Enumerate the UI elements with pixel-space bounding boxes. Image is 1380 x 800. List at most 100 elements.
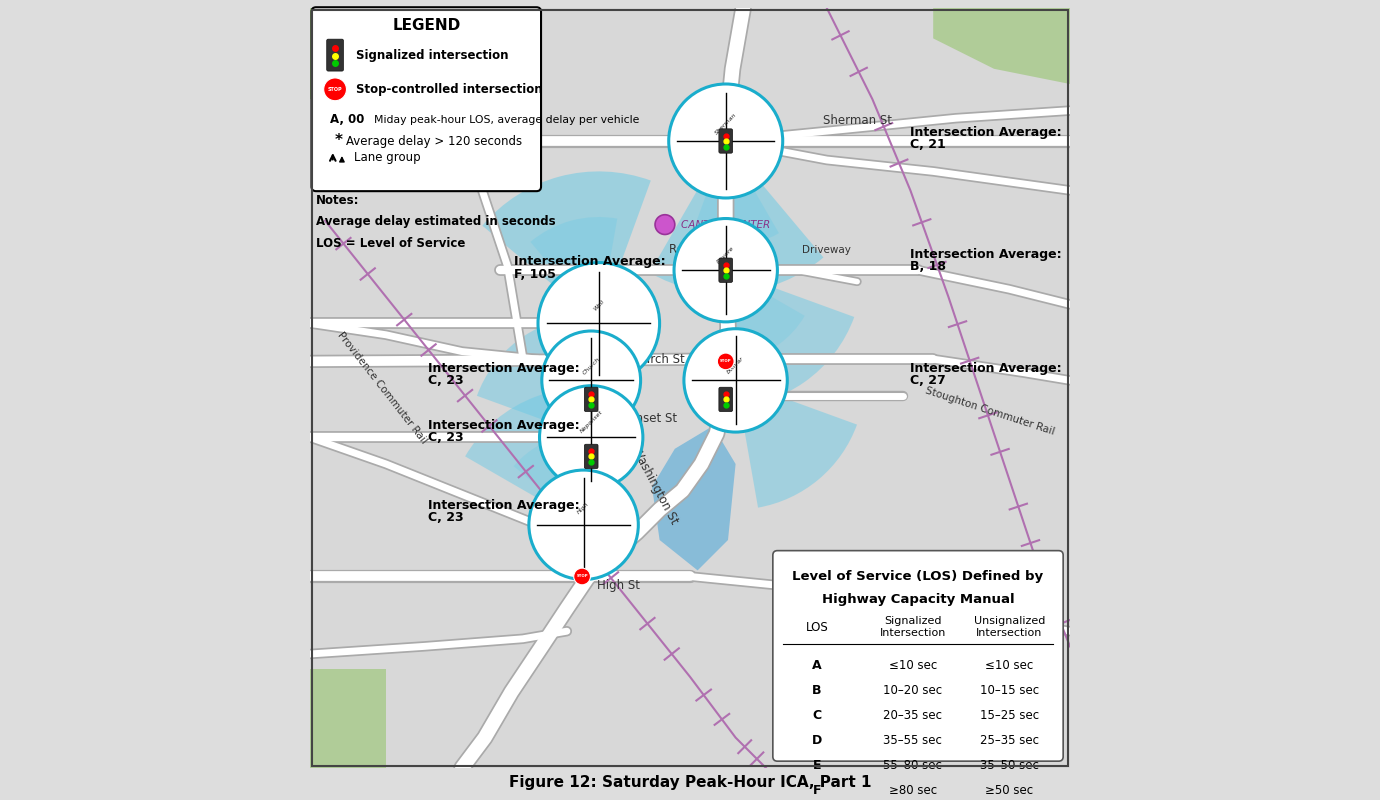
Wedge shape: [513, 434, 599, 525]
Text: 15–25 sec: 15–25 sec: [980, 709, 1039, 722]
Text: Lane group: Lane group: [355, 151, 421, 164]
Text: E: E: [813, 759, 821, 772]
Text: Signalized intersection: Signalized intersection: [356, 50, 509, 62]
Wedge shape: [726, 270, 854, 407]
Circle shape: [718, 353, 734, 370]
Text: Intersection: Intersection: [879, 629, 945, 638]
Circle shape: [574, 568, 591, 585]
Text: Intersection Average:: Intersection Average:: [428, 362, 580, 374]
Text: Sherman: Sherman: [713, 112, 737, 136]
FancyBboxPatch shape: [773, 550, 1063, 761]
Wedge shape: [650, 141, 824, 293]
Text: Stop-controlled intersection: Stop-controlled intersection: [356, 83, 542, 96]
Text: Unsignalized: Unsignalized: [973, 616, 1045, 626]
Wedge shape: [690, 141, 778, 247]
Text: STOP: STOP: [577, 574, 588, 578]
FancyBboxPatch shape: [584, 444, 598, 469]
Text: C, 21: C, 21: [911, 138, 947, 151]
Polygon shape: [310, 8, 432, 99]
Wedge shape: [483, 171, 651, 323]
Circle shape: [542, 331, 640, 430]
Text: 55–80 sec: 55–80 sec: [883, 759, 943, 772]
Text: B, 18: B, 18: [911, 260, 947, 273]
Text: Providence Commuter Rail: Providence Commuter Rail: [335, 330, 429, 446]
Text: Average delay > 120 seconds: Average delay > 120 seconds: [346, 134, 523, 147]
Text: Highway Capacity Manual: Highway Capacity Manual: [821, 593, 1014, 606]
Text: High St: High St: [598, 579, 640, 592]
Text: 10–20 sec: 10–20 sec: [883, 684, 943, 697]
Text: A: A: [811, 659, 821, 672]
Text: Bolivar St: Bolivar St: [711, 353, 767, 366]
Text: Intersection: Intersection: [976, 629, 1042, 638]
Text: Intersection Average:: Intersection Average:: [428, 418, 580, 432]
Text: B: B: [813, 684, 821, 697]
FancyBboxPatch shape: [327, 39, 344, 71]
Text: Driveway: Driveway: [802, 245, 851, 254]
Text: C, 27: C, 27: [911, 374, 947, 387]
Text: LOS: LOS: [806, 621, 828, 634]
Circle shape: [673, 218, 777, 322]
Polygon shape: [310, 669, 386, 768]
Circle shape: [669, 84, 782, 198]
Text: *: *: [334, 134, 342, 149]
Circle shape: [529, 470, 639, 579]
Polygon shape: [651, 426, 736, 570]
Text: Church: Church: [581, 356, 600, 375]
Text: Revere St: Revere St: [669, 243, 726, 256]
Text: Sherman St: Sherman St: [822, 114, 891, 127]
Text: ≤10 sec: ≤10 sec: [889, 659, 937, 672]
Text: 35–55 sec: 35–55 sec: [883, 734, 943, 747]
Wedge shape: [477, 316, 591, 438]
Text: Mechanic St: Mechanic St: [716, 390, 785, 401]
Circle shape: [324, 78, 346, 101]
Text: Washington St: Washington St: [628, 445, 680, 526]
Wedge shape: [726, 270, 805, 360]
Text: Notes:: Notes:: [316, 194, 360, 207]
Text: Miday peak-hour LOS, average delay per vehicle: Miday peak-hour LOS, average delay per v…: [374, 114, 639, 125]
Text: High: High: [577, 502, 591, 515]
FancyBboxPatch shape: [719, 129, 733, 153]
Text: C, 23: C, 23: [428, 374, 464, 387]
Text: Church St: Church St: [627, 353, 684, 366]
Polygon shape: [933, 8, 1070, 84]
Text: C: C: [813, 709, 821, 722]
Wedge shape: [530, 217, 617, 323]
Circle shape: [656, 214, 675, 234]
Text: Neponset St: Neponset St: [604, 412, 676, 425]
Text: ≥80 sec: ≥80 sec: [889, 784, 937, 798]
Text: Level of Service (LOS) Defined by: Level of Service (LOS) Defined by: [792, 570, 1043, 583]
FancyBboxPatch shape: [312, 7, 541, 191]
Text: CANTON CENTER: CANTON CENTER: [680, 219, 770, 230]
Text: 10–15 sec: 10–15 sec: [980, 684, 1039, 697]
Text: Bolivar: Bolivar: [726, 355, 745, 374]
FancyBboxPatch shape: [719, 387, 733, 411]
Text: Signalized: Signalized: [885, 616, 941, 626]
Text: Intersection Average:: Intersection Average:: [428, 498, 580, 511]
Text: 35–50 sec: 35–50 sec: [980, 759, 1039, 772]
Text: Intersection Average:: Intersection Average:: [911, 248, 1063, 261]
Text: Intersection Average:: Intersection Average:: [911, 126, 1063, 139]
Text: C, 23: C, 23: [428, 431, 464, 444]
Circle shape: [684, 329, 787, 432]
Text: Average delay estimated in seconds: Average delay estimated in seconds: [316, 215, 556, 229]
Text: C, 23: C, 23: [428, 510, 464, 524]
Text: Stoughton Commuter Rail: Stoughton Commuter Rail: [925, 385, 1056, 437]
Text: LOS = Level of Service: LOS = Level of Service: [316, 237, 465, 250]
Text: F, 105: F, 105: [513, 267, 556, 281]
Text: Neponset: Neponset: [578, 410, 603, 434]
Text: STOP: STOP: [328, 87, 342, 92]
Circle shape: [538, 262, 660, 384]
Wedge shape: [465, 388, 631, 525]
Text: STOP: STOP: [720, 359, 731, 363]
Text: 20–35 sec: 20–35 sec: [883, 709, 943, 722]
FancyBboxPatch shape: [584, 387, 598, 411]
Text: F: F: [813, 784, 821, 798]
FancyBboxPatch shape: [719, 258, 733, 282]
Text: D: D: [811, 734, 822, 747]
Wedge shape: [736, 380, 857, 508]
Text: Wall: Wall: [592, 298, 606, 311]
Text: 25–35 sec: 25–35 sec: [980, 734, 1039, 747]
Text: Figure 12: Saturday Peak-Hour ICA, Part 1: Figure 12: Saturday Peak-Hour ICA, Part …: [509, 775, 871, 790]
Text: LEGEND: LEGEND: [392, 18, 461, 33]
Text: Revere: Revere: [716, 245, 736, 264]
